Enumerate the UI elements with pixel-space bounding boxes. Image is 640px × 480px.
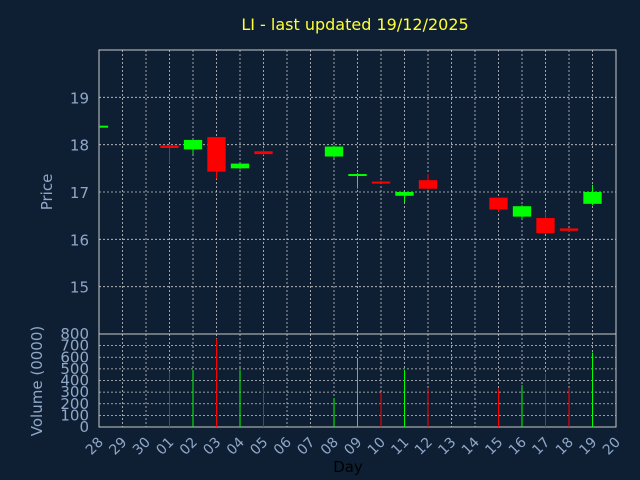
x-axis-ticks: 28 29 30 01 02 03 04 05 06 07 08 09 10 11 12 13 14 15 16 17… [83, 434, 624, 458]
volume-tick-label: 200 [60, 395, 89, 413]
candle-body [395, 192, 414, 196]
candle-body [230, 163, 250, 169]
price-tick-label: 17 [70, 184, 89, 202]
x-axis-label: Day [333, 458, 363, 476]
volume-tick-label: 100 [60, 406, 89, 424]
candle-body [207, 137, 226, 172]
candle-body [512, 206, 532, 217]
candle-body [324, 146, 344, 157]
x-tick-label: 08 [318, 435, 342, 459]
candle-body [348, 174, 367, 177]
x-tick-label: 06 [271, 434, 295, 458]
candle-body [183, 139, 203, 150]
x-tick-label: 09 [341, 435, 365, 459]
x-tick-label: 19 [576, 435, 600, 459]
x-tick-label: 14 [459, 434, 483, 458]
x-tick-label: 02 [177, 435, 201, 459]
price-tick-label: 16 [70, 231, 89, 249]
x-tick-label: 29 [106, 435, 130, 459]
candle-body [254, 151, 273, 155]
x-tick-label: 13 [435, 435, 459, 459]
x-tick-label: 15 [482, 435, 506, 459]
x-tick-label: 12 [412, 435, 436, 459]
chart-title: LI - last updated 19/12/2025 [241, 15, 468, 34]
candle-body [418, 180, 438, 189]
price-panel: 15 16 17 18 19 [70, 49, 617, 335]
price-tick-label: 18 [70, 137, 89, 155]
price-tick-label: 19 [70, 89, 89, 107]
x-tick-label: 18 [553, 435, 577, 459]
x-tick-label: 11 [388, 435, 412, 459]
x-tick-label: 04 [224, 434, 248, 458]
candle-body [489, 197, 508, 210]
x-tick-label: 07 [294, 435, 318, 459]
volume-tick-label: 300 [60, 383, 89, 401]
volume-tick-label: 0 [79, 418, 89, 436]
price-tick-label: 15 [70, 279, 89, 297]
x-tick-label: 05 [247, 435, 271, 459]
volume-tick-label: 700 [60, 337, 89, 355]
candle-body [371, 181, 391, 184]
candle-body [160, 145, 179, 148]
volume-tick-label: 800 [60, 325, 89, 343]
x-tick-label: 01 [153, 435, 177, 459]
candle-body [536, 218, 555, 234]
volume-axis-label: Volume (0000) [28, 326, 46, 436]
x-tick-label: 30 [130, 435, 154, 459]
x-tick-label: 16 [506, 434, 530, 458]
candle-body [559, 228, 579, 231]
volume-tick-label: 500 [60, 360, 89, 378]
x-tick-label: 28 [83, 435, 107, 459]
candle-body [583, 192, 602, 204]
x-tick-label: 20 [600, 435, 624, 459]
x-tick-label: 10 [365, 435, 389, 459]
x-tick-label: 03 [200, 435, 224, 459]
x-tick-label: 17 [529, 435, 553, 459]
volume-tick-label: 600 [60, 348, 89, 366]
price-axis-label: Price [38, 174, 56, 211]
volume-tick-label: 400 [60, 372, 89, 390]
